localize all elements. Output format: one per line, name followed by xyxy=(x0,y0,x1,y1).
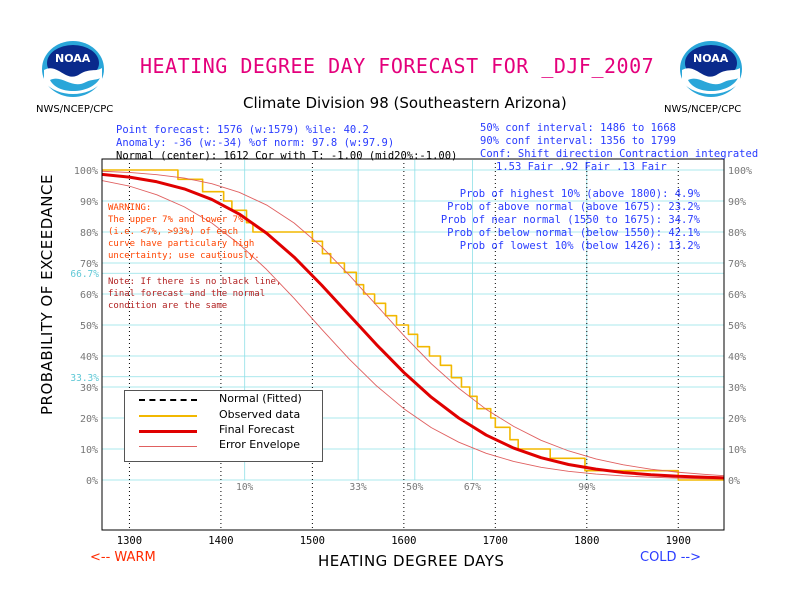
y-tick-label-right: 20% xyxy=(728,414,746,425)
x-tick-label: 1300 xyxy=(117,535,142,547)
series-error-envelope-lower xyxy=(101,180,725,480)
x-tick-label: 1500 xyxy=(300,535,325,547)
legend-swatch-observed xyxy=(139,415,197,417)
x-tick-label: 1900 xyxy=(666,535,691,547)
warm-label: <-- WARM xyxy=(90,550,156,565)
y-tick-label-left: 50% xyxy=(80,321,98,332)
note-line: Note: If there is no black line, xyxy=(108,277,282,287)
agency-label-right: NWS/NCEP/CPC xyxy=(664,104,742,115)
noaa-logo-text-right: NOAA xyxy=(693,52,729,65)
y-tick-label-left: 10% xyxy=(80,445,98,456)
plot-frame xyxy=(101,158,725,531)
prob-lowest-10: Prob of lowest 10% (below 1426): 13.2% xyxy=(459,240,700,252)
prob-below-normal: Prob of below normal (below 1550): 42.1% xyxy=(447,227,700,239)
y-tick-label-left: 30% xyxy=(80,383,98,394)
y-tick-label-right: 90% xyxy=(728,197,746,208)
tick-layer: 66.7% 33.3% 10% 33% 50% 67% 90% 1300 1400 1500 160… xyxy=(70,166,752,547)
y-tick-label-left: 20% xyxy=(80,414,98,425)
legend-swatch-envelope xyxy=(139,446,197,447)
stats-conf-header: Conf: Shift direction Contraction integr… xyxy=(480,148,759,160)
percentile-label: 33% xyxy=(350,482,367,493)
noaa-logo-left: NOAA xyxy=(38,38,108,100)
y-tick-label-left: 40% xyxy=(80,352,98,363)
prob-near-normal: Prob of near normal (1550 to 1675): 34.7… xyxy=(440,214,700,226)
y-tick-label-right: 60% xyxy=(728,290,746,301)
y-tick-label-right: 10% xyxy=(728,445,746,456)
y-tick-label-right: 30% xyxy=(728,383,746,394)
y-tick-label-left: 70% xyxy=(80,259,98,270)
series-final-forecast xyxy=(101,172,725,480)
series-error-envelope-upper xyxy=(101,170,725,477)
y-tick-label-left: 100% xyxy=(74,166,98,177)
prob-reference-label: 33.3% xyxy=(70,373,99,384)
percentile-label: 10% xyxy=(236,482,253,493)
cold-label: COLD --> xyxy=(640,550,701,565)
note-text: Note: If there is no black line, final f… xyxy=(108,276,281,312)
legend-label-normal: Normal (Fitted) xyxy=(219,392,302,405)
x-axis-label: HEATING DEGREE DAYS xyxy=(318,552,505,570)
prob-reference-label: 66.7% xyxy=(70,269,99,280)
stats-90-conf: 90% conf interval: 1356 to 1799 xyxy=(480,135,676,147)
x-tick-label: 1400 xyxy=(208,535,233,547)
stats-anomaly: Anomaly: -36 (w:-34) %of norm: 97.8 (w:9… xyxy=(116,137,395,149)
legend-label-envelope: Error Envelope xyxy=(219,438,301,451)
y-tick-label-right: 100% xyxy=(728,166,752,177)
x-tick-label: 1700 xyxy=(483,535,508,547)
stats-normal: Normal (center): 1612 Cor with T: -1.00 … xyxy=(116,150,458,162)
legend-swatch-forecast xyxy=(139,430,197,433)
x-tick-label: 1800 xyxy=(574,535,599,547)
legend: Normal (Fitted) Observed data Final Fore… xyxy=(124,390,323,462)
prob-highest-10: Prob of highest 10% (above 1800): 4.9% xyxy=(459,188,700,200)
warning-line: curve have particulary high xyxy=(108,239,255,249)
note-line: final forecast and the normal xyxy=(108,289,266,299)
y-axis-label: PROBABILITY OF EXCEEDANCE xyxy=(38,174,56,415)
x-tick-label: 1600 xyxy=(391,535,416,547)
warning-text: WARNING: The upper 7% and lower 7% (i.e.… xyxy=(108,202,260,262)
y-tick-label-left: 90% xyxy=(80,197,98,208)
stats-point-forecast: Point forecast: 1576 (w:1579) %ile: 40.2 xyxy=(116,124,369,136)
page-title: HEATING DEGREE DAY FORECAST FOR _DJF_200… xyxy=(140,54,655,78)
warning-line: (i.e. <7%, >93%) of each xyxy=(108,227,239,237)
warning-line: The upper 7% and lower 7% xyxy=(108,215,244,225)
agency-label-left: NWS/NCEP/CPC xyxy=(36,104,114,115)
warning-line: WARNING: xyxy=(108,203,152,213)
legend-label-forecast: Final Forecast xyxy=(219,423,295,436)
percentile-label: 90% xyxy=(578,482,595,493)
warning-line: uncertainty; use cautiously. xyxy=(108,251,260,261)
note-line: condition are the same xyxy=(108,301,228,311)
legend-swatch-normal xyxy=(139,399,197,401)
prob-above-normal: Prob of above normal (above 1675): 23.2% xyxy=(447,201,700,213)
y-tick-label-right: 40% xyxy=(728,352,746,363)
y-tick-label-left: 80% xyxy=(80,228,98,239)
page-subtitle: Climate Division 98 (Southeastern Arizon… xyxy=(243,94,567,112)
y-tick-label-left: 0% xyxy=(86,476,98,487)
y-tick-label-right: 50% xyxy=(728,321,746,332)
stats-conf-values: 1.53 Fair .92 Fair .13 Fair xyxy=(496,161,667,173)
y-tick-label-right: 80% xyxy=(728,228,746,239)
noaa-logo-right: NOAA xyxy=(676,38,746,100)
percentile-label: 67% xyxy=(464,482,481,493)
noaa-logo-text: NOAA xyxy=(55,52,91,65)
y-tick-label-right: 0% xyxy=(728,476,740,487)
legend-label-observed: Observed data xyxy=(219,408,301,421)
stats-50-conf: 50% conf interval: 1486 to 1668 xyxy=(480,122,676,134)
y-tick-label-left: 60% xyxy=(80,290,98,301)
percentile-label: 50% xyxy=(406,482,423,493)
y-tick-label-right: 70% xyxy=(728,259,746,270)
series-layer xyxy=(101,169,725,481)
